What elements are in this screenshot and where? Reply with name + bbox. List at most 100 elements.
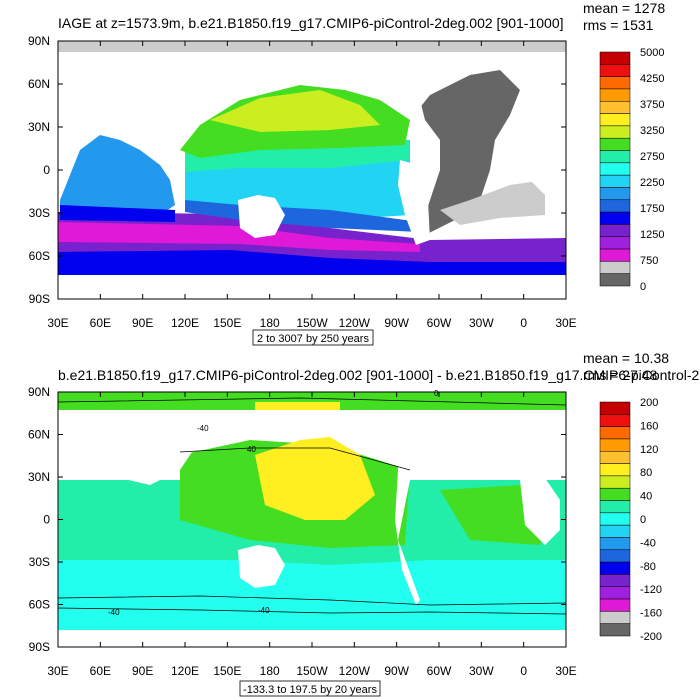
colorbar-swatch <box>599 88 631 102</box>
bottom-contour-label: -40 <box>197 424 209 433</box>
x-tick-label: 30E <box>555 316 576 330</box>
colorbar-label: -80 <box>640 561 656 573</box>
x-tick-label: 60W <box>427 664 452 678</box>
bottom-panel-title: b.e21.B1850.f19_g17.CMIP6-piControl-2deg… <box>58 367 700 383</box>
top-region-north-pacific-core <box>210 90 380 132</box>
x-tick-label: 30W <box>469 664 494 678</box>
colorbar-label: 200 <box>640 397 658 409</box>
x-tick-label: 30E <box>555 664 576 678</box>
bottom-region-yellow <box>255 437 375 520</box>
y-tick-label: 60S <box>29 249 50 263</box>
top-region-atlantic-light <box>440 180 545 225</box>
x-tick-label: 90W <box>384 316 409 330</box>
bottom-colorbar: 200 160 120 80 40 0 -40 -80 -120 -160 -200 <box>599 397 662 643</box>
colorbar-label: 5000 <box>640 47 664 59</box>
x-tick-label: 180 <box>260 664 280 678</box>
bottom-contour-line-south2 <box>58 607 566 615</box>
y-tick-label: 30S <box>29 206 50 220</box>
top-region-indian-south <box>60 205 175 222</box>
colorbar-swatch <box>599 137 631 151</box>
colorbar-label: -200 <box>640 631 662 643</box>
bottom-range-label: -133.3 to 197.5 by 20 years <box>243 684 377 696</box>
x-tick-label: 30E <box>47 664 68 678</box>
colorbar-label: 750 <box>640 255 658 267</box>
colorbar-label: 2250 <box>640 177 664 189</box>
top-panel-title: IAGE at z=1573.9m, b.e21.B1850.f19_g17.C… <box>58 15 564 31</box>
top-panel: IAGE at z=1573.9m, b.e21.B1850.f19_g17.C… <box>28 0 665 346</box>
colorbar-swatch <box>599 623 631 637</box>
colorbar-label: 4250 <box>640 73 664 85</box>
bottom-panel-mean: mean = 10.38 <box>583 350 669 366</box>
colorbar-swatch <box>599 273 631 287</box>
colorbar-label: -160 <box>640 608 662 620</box>
top-land-asia <box>58 52 190 135</box>
x-tick-label: 90E <box>132 316 153 330</box>
bottom-contour-line-40 <box>179 447 411 471</box>
colorbar-label: 3250 <box>640 125 664 137</box>
colorbar-swatch <box>599 598 631 612</box>
bottom-contour-line-south <box>58 595 566 606</box>
x-tick-label: 150E <box>213 664 241 678</box>
bottom-land-asia <box>58 410 200 485</box>
colorbar-swatch <box>599 586 631 600</box>
colorbar-swatch <box>599 199 631 213</box>
colorbar-label: 2750 <box>640 151 664 163</box>
x-tick-label: 60W <box>427 316 452 330</box>
colorbar-swatch <box>599 51 631 65</box>
x-tick-label: 120W <box>339 664 371 678</box>
colorbar-label: 120 <box>640 444 658 456</box>
top-land-north-america <box>410 52 480 120</box>
colorbar-swatch <box>599 463 631 477</box>
bottom-panel: b.e21.B1850.f19_g17.CMIP6-piControl-2deg… <box>28 350 700 697</box>
y-tick-label: 0 <box>43 163 50 177</box>
bottom-contour-line-0 <box>58 397 566 406</box>
x-tick-label: 180 <box>260 316 280 330</box>
y-tick-label: 90N <box>28 34 50 48</box>
bottom-region-southern <box>58 540 566 635</box>
top-colorbar: 5000 4250 3750 3250 2750 2250 1750 1250 750 0 <box>599 47 664 293</box>
y-tick-label: 30N <box>28 470 50 484</box>
colorbar-swatch <box>599 187 631 201</box>
top-land-americas <box>398 160 430 245</box>
colorbar-swatch <box>599 451 631 464</box>
bottom-range-box <box>239 680 381 697</box>
colorbar-swatch <box>599 475 631 489</box>
x-tick-label: 150W <box>296 664 328 678</box>
bottom-land-americas <box>395 410 480 605</box>
colorbar-label: 1250 <box>640 229 664 241</box>
y-tick-label: 90N <box>28 385 50 399</box>
colorbar-swatch <box>599 174 631 188</box>
y-tick-label: 90S <box>29 292 50 306</box>
colorbar-swatch <box>599 537 631 551</box>
colorbar-swatch <box>599 113 631 127</box>
x-tick-label: 90E <box>132 664 153 678</box>
bottom-contour-label: 0 <box>434 389 439 398</box>
colorbar-swatch <box>599 438 631 452</box>
x-tick-label: 60E <box>90 316 111 330</box>
bottom-contour-labels: 0 -40 40 -40 -40 <box>108 389 439 617</box>
top-region-atlantic <box>420 70 520 235</box>
colorbar-swatch <box>599 236 631 250</box>
y-tick-label: 60N <box>28 428 50 442</box>
top-map <box>58 41 566 299</box>
top-region-southern-magenta <box>58 222 420 252</box>
colorbar-swatch <box>599 401 631 415</box>
colorbar-label: 0 <box>640 281 646 293</box>
colorbar-swatch <box>599 125 631 139</box>
y-tick-label: 60N <box>28 77 50 91</box>
bottom-land-australia <box>238 545 285 588</box>
colorbar-label: 3750 <box>640 99 664 111</box>
bottom-map <box>58 392 566 647</box>
colorbar-swatch <box>599 512 631 526</box>
y-tick-label: 30N <box>28 120 50 134</box>
bottom-contour-label: -40 <box>108 608 120 617</box>
x-tick-label: 30W <box>469 316 494 330</box>
colorbar-swatch <box>599 64 631 77</box>
bottom-axes: 30E 60E 90E 120E 150E 180 150W 120W 90W 60W 30W 0 30… <box>28 385 577 678</box>
colorbar-label: -120 <box>640 584 662 596</box>
top-panel-mean: mean = 1278 <box>583 0 665 16</box>
colorbar-swatch <box>599 211 631 225</box>
colorbar-label: -40 <box>640 537 656 549</box>
colorbar-swatch <box>599 426 631 440</box>
